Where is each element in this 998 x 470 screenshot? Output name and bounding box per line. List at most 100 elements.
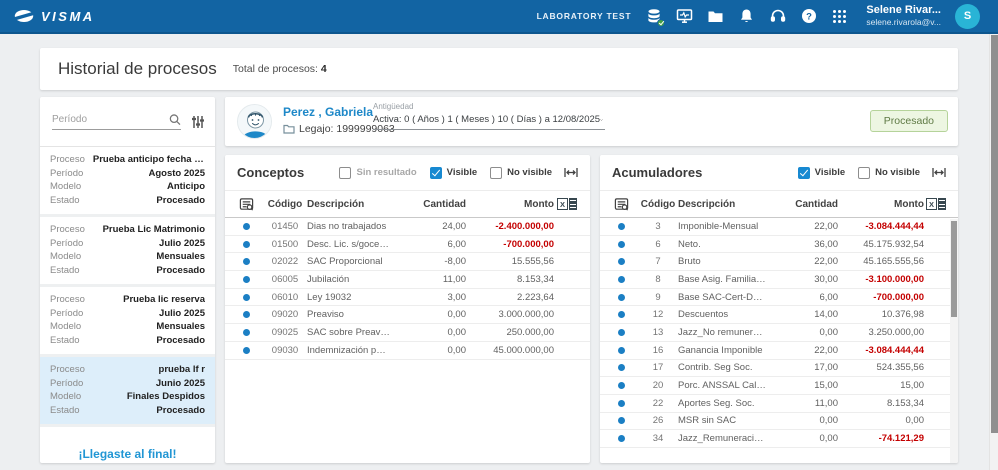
cell-monto: 10.376,98 (881, 309, 924, 321)
field-label-modelo: Modelo (50, 391, 82, 402)
expand-panel-icon[interactable] (564, 167, 578, 178)
cell-monto: -3.100.000,00 (865, 273, 924, 285)
cell-cantidad: 22,00 (814, 344, 838, 356)
col-monto[interactable]: Monto (524, 198, 554, 210)
cell-cantidad: 36,00 (814, 238, 838, 250)
table-row[interactable]: 09025 SAC sobre Preaviso 0,00 250.000,00 (225, 324, 590, 342)
table-row[interactable]: 09020 Preaviso 0,00 3.000.000,00 (225, 306, 590, 325)
folder-icon[interactable] (707, 8, 724, 25)
cell-cantidad: 24,00 (442, 220, 466, 232)
table-row[interactable]: 13 Jazz_No remunerativos 0,00 3.250.000,… (600, 324, 958, 342)
cell-cantidad: 11,00 (814, 397, 838, 409)
process-list-item[interactable]: Proceso Prueba Lic Matrimonio Período Juli… (40, 217, 215, 287)
cell-codigo: 16 (652, 344, 664, 356)
table-row[interactable]: 01450 Dias no trabajados 24,00 -2.400.00… (225, 218, 590, 236)
user-avatar[interactable]: S (955, 3, 980, 29)
acumuladores-scrollbar-thumb[interactable] (951, 221, 957, 317)
excel-export-icon[interactable]: X (554, 198, 580, 210)
visibility-filter-checkbox[interactable]: Sin resultado (339, 166, 417, 179)
conceptos-filters: Sin resultado Visible No visible (339, 166, 552, 179)
field-value-periodo: Julio 2025 (159, 307, 205, 319)
visibility-filter-checkbox[interactable]: Visible (429, 166, 477, 179)
headset-icon[interactable] (769, 8, 786, 25)
cell-descripcion: Imponible-Mensual (678, 220, 759, 232)
table-row[interactable]: 22 Aportes Seg. Soc. 11,00 8.153,34 (600, 395, 958, 413)
svg-text:?: ? (806, 11, 812, 22)
cell-descripcion: Base SAC-Cert-Desp (678, 291, 769, 303)
table-row[interactable]: 34 Jazz_Remuneracion1 0,00 -74.121,29 (600, 430, 958, 448)
cell-monto: 45.165.555,56 (863, 256, 924, 268)
table-row[interactable]: 7 Bruto 22,00 45.165.555,56 (600, 253, 958, 272)
cell-descripcion: MSR sin SAC (678, 415, 737, 427)
user-menu[interactable]: Selene Rivar... selene.rivarola@v... (866, 4, 941, 28)
table-row[interactable]: 8 Base Asig. Familiares 30,00 -3.100.000… (600, 271, 958, 289)
field-label-modelo: Modelo (50, 251, 82, 262)
status-dot-icon (242, 258, 250, 266)
table-row[interactable]: 06010 Ley 19032 3,00 2.223,64 (225, 289, 590, 307)
process-list-item[interactable]: Proceso prueba lf r Período Junio 2025 Mod… (40, 357, 215, 427)
table-row[interactable]: 06005 Jubilación 11,00 8.153,34 (225, 271, 590, 289)
table-row[interactable]: 20 Porc. ANSSAL Calculado 15,00 15,00 (600, 377, 958, 395)
col-codigo[interactable]: Código (267, 198, 303, 210)
cell-cantidad: 17,00 (814, 362, 838, 374)
visibility-filter-checkbox[interactable]: No visible (858, 166, 920, 179)
visibility-filter-checkbox[interactable]: No visible (490, 166, 552, 179)
process-list: Proceso Prueba anticipo fecha pago j... P… (40, 147, 215, 427)
field-value-estado: Procesado (156, 264, 205, 276)
search-icon[interactable] (169, 113, 181, 126)
col-cantidad[interactable]: Cantidad (795, 198, 838, 210)
field-label-periodo: Período (50, 167, 84, 179)
col-descripcion[interactable]: Descripción (678, 198, 736, 210)
cell-cantidad: 0,00 (447, 344, 467, 356)
field-value-periodo: Agosto 2025 (148, 167, 206, 179)
status-dot-icon (242, 311, 250, 319)
process-list-item[interactable]: Proceso Prueba lic reserva Período Julio 2… (40, 287, 215, 357)
status-dot-icon (242, 275, 250, 283)
table-row[interactable]: 17 Contrib. Seg Soc. 17,00 524.355,56 (600, 360, 958, 378)
field-value-estado: Procesado (156, 404, 205, 416)
col-cantidad[interactable]: Cantidad (423, 198, 466, 210)
table-row[interactable]: 3 Imponible-Mensual 22,00 -3.084.444,44 (600, 218, 958, 236)
cell-monto: 45.000.000,00 (493, 344, 554, 356)
expand-panel-icon[interactable] (932, 167, 946, 178)
antiguedad-select[interactable]: Antigüedad Activa: 0 ( Años ) 1 ( Meses … (373, 102, 605, 130)
cell-descripcion: Base Asig. Familiares (678, 273, 770, 285)
apps-grid-icon[interactable] (831, 8, 848, 25)
antiguedad-label: Antigüedad (373, 102, 414, 111)
status-dot-icon (617, 240, 625, 248)
checkbox-icon (858, 166, 871, 179)
field-label-proceso: Proceso (50, 364, 85, 375)
report-icon[interactable] (229, 197, 263, 212)
cell-cantidad: 15,00 (814, 380, 838, 392)
period-search-input[interactable] (52, 114, 170, 125)
field-value-periodo: Junio 2025 (155, 377, 205, 389)
table-row[interactable]: 26 MSR sin SAC 0,00 0,00 (600, 413, 958, 431)
employee-name-link[interactable]: Perez , Gabriela (283, 105, 374, 119)
col-descripcion[interactable]: Descripción (307, 198, 365, 210)
col-monto[interactable]: Monto (894, 198, 924, 210)
status-dot-icon (617, 222, 625, 230)
period-search-row (40, 97, 215, 147)
visma-logo[interactable]: VISMA (14, 9, 95, 24)
page-scrollbar-thumb[interactable] (991, 35, 998, 433)
monitor-icon[interactable] (676, 8, 693, 25)
help-icon[interactable]: ? (800, 8, 817, 25)
process-list-item[interactable]: Proceso Prueba anticipo fecha pago j... P… (40, 147, 215, 217)
filter-sliders-icon[interactable] (191, 115, 205, 129)
table-row[interactable]: 6 Neto. 36,00 45.175.932,54 (600, 236, 958, 254)
database-icon[interactable] (645, 8, 666, 27)
report-icon[interactable] (604, 197, 638, 212)
table-row[interactable]: 12 Descuentos 14,00 10.376,98 (600, 306, 958, 325)
status-ok-badge-icon (657, 18, 666, 27)
cell-codigo: 3 (655, 220, 661, 232)
table-row[interactable]: 16 Ganancia Imponible 22,00 -3.084.444,4… (600, 342, 958, 360)
table-row[interactable]: 9 Base SAC-Cert-Desp 6,00 -700.000,00 (600, 289, 958, 307)
bell-icon[interactable] (738, 8, 755, 25)
table-row[interactable]: 02022 SAC Proporcional -8,00 15.555,56 (225, 253, 590, 272)
table-row[interactable]: 09030 Indemnización por Antigüed... 0,00… (225, 342, 590, 360)
visibility-filter-checkbox[interactable]: Visible (797, 166, 845, 179)
excel-export-icon[interactable]: X (924, 198, 948, 210)
col-codigo[interactable]: Código (640, 198, 676, 210)
table-row[interactable]: 01500 Desc. Lic. s/goce de Haberes 6,00 … (225, 236, 590, 254)
legajo-value: Legajo: 1999999063 (299, 123, 395, 135)
